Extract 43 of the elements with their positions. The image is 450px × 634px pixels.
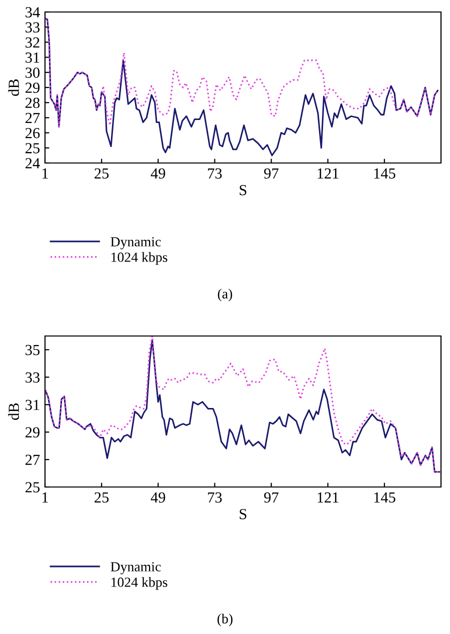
y-tick-label: 31 [26, 52, 40, 63]
text: (a) [218, 288, 232, 302]
y-axis-title: dB [8, 79, 19, 96]
x-tick-label: 49 [150, 168, 166, 179]
x-axis-title: S [240, 184, 246, 196]
text: (b) [218, 614, 232, 626]
y-tick-label: 28 [26, 98, 40, 108]
y-tick-label: 26 [26, 128, 40, 138]
x-tick-label: 25 [94, 492, 109, 503]
y-axis-title: dB [8, 403, 19, 420]
y-tick-label: 33 [26, 22, 40, 33]
line-series [45, 17, 438, 128]
x-tick-label: 121 [318, 168, 338, 178]
legend-label: 1024 kbps [112, 252, 168, 265]
x-tick-label: 73 [208, 168, 222, 179]
y-tick-label: 24 [26, 158, 40, 168]
y-tick-label: 25 [26, 482, 40, 492]
x-tick-label: 1 [42, 168, 48, 178]
y-tick-label: 29 [26, 82, 40, 93]
y-tick-label: 31 [26, 400, 40, 410]
y-tick-label: 33 [26, 372, 40, 383]
y-tick-label: 27 [26, 454, 40, 465]
x-tick-label: 97 [264, 168, 278, 179]
x-tick-label: 145 [374, 492, 396, 503]
x-tick-label: 121 [318, 492, 338, 502]
y-tick-label: 27 [26, 112, 40, 123]
line-series [45, 17, 438, 156]
legend-label: Dynamic [110, 237, 161, 250]
y-tick-label: 30 [26, 68, 40, 78]
x-tick-label: 73 [208, 492, 222, 503]
y-tick-label: 25 [26, 143, 40, 154]
x-tick-label: 97 [264, 492, 278, 503]
legend-label: 1024 kbps [112, 577, 168, 590]
y-tick-label: 34 [26, 7, 40, 18]
y-tick-label: 32 [26, 37, 40, 48]
x-tick-label: 145 [374, 168, 396, 179]
legend-label: Dynamic [110, 562, 161, 574]
y-tick-label: 35 [26, 344, 40, 356]
x-axis-title: S [240, 508, 246, 520]
x-tick-label: 49 [150, 492, 166, 503]
x-tick-label: 1 [42, 492, 48, 502]
x-tick-label: 25 [94, 168, 109, 179]
y-tick-label: 29 [26, 427, 40, 438]
